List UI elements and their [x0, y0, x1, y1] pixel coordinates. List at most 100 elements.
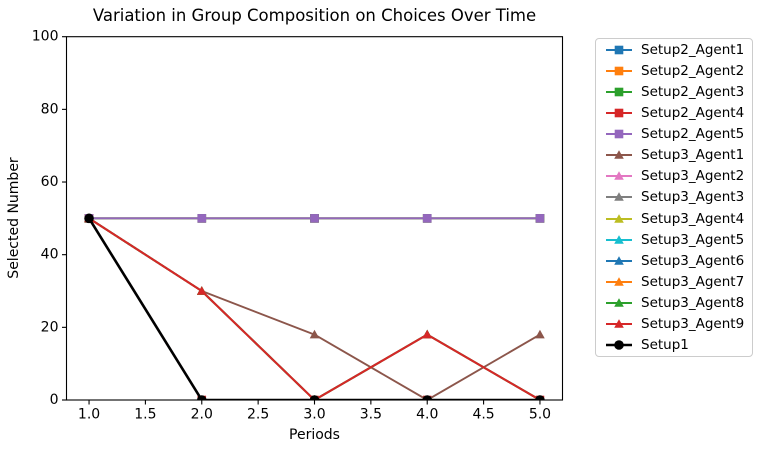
legend-sample-triangle-icon	[606, 276, 632, 286]
legend-marker-Setup3_Agent1	[614, 150, 624, 160]
x-tick-label-3.5: 3.5	[360, 407, 382, 423]
series-Setup3_Agent4	[84, 213, 543, 400]
legend-item-Setup2_Agent4: Setup2_Agent4	[605, 103, 752, 123]
legend-item-Setup3_Agent2: Setup3_Agent2	[605, 166, 752, 186]
series-marker-Setup3_Agent1	[535, 329, 545, 339]
legend-marker-Setup3_Agent9	[614, 319, 624, 328]
series-Setup1	[84, 213, 545, 400]
legend-marker-Setup2_Agent4	[614, 108, 624, 118]
legend-label: Setup3_Agent5	[641, 231, 745, 248]
legend-sample-triangle-icon	[606, 171, 632, 181]
legend-label: Setup3_Agent2	[641, 168, 745, 185]
legend-label: Setup3_Agent1	[641, 147, 745, 164]
series-marker-Setup1	[422, 395, 433, 400]
y-tick-label-80: 80	[41, 101, 59, 117]
legend-sample-square-icon	[606, 129, 632, 139]
legend-label: Setup2_Agent4	[641, 105, 745, 122]
legend-sample-square-icon	[606, 66, 632, 76]
legend-label: Setup2_Agent3	[641, 84, 745, 101]
legend-item-Setup2_Agent2: Setup2_Agent2	[605, 61, 752, 81]
chart-title: Variation in Group Composition on Choice…	[92, 6, 537, 25]
series-line-Setup3_Agent9	[88, 217, 541, 400]
legend-sample-triangle-icon	[606, 234, 632, 244]
legend-item-Setup3_Agent8: Setup3_Agent8	[605, 293, 752, 313]
legend-sample-triangle-icon	[606, 297, 632, 307]
legend: Setup2_Agent1 Setup2_Agent2 Setup2_Agent3 S…	[595, 38, 753, 357]
series-marker-Setup3_Agent1	[309, 329, 320, 339]
y-tick-label-60: 60	[41, 174, 59, 190]
series-marker-Setup1	[84, 213, 94, 224]
legend-item-Setup1: Setup1	[605, 335, 752, 355]
series-Setup3_Agent5	[84, 213, 543, 400]
legend-marker-Setup3_Agent2	[614, 171, 624, 181]
series-Setup3_Agent8	[84, 213, 543, 400]
series-Setup3_Agent3	[84, 213, 543, 400]
legend-marker-Setup2_Agent3	[614, 87, 624, 97]
series-layer	[84, 213, 545, 400]
legend-marker-Setup2_Agent5	[614, 129, 624, 139]
y-tick-label-20: 20	[41, 319, 59, 335]
legend-label: Setup3_Agent4	[641, 210, 745, 227]
legend-item-Setup2_Agent1: Setup2_Agent1	[605, 40, 752, 60]
y-tick-label-40: 40	[41, 247, 59, 263]
legend-sample-triangle-icon	[606, 150, 632, 160]
series-Setup3_Agent6	[84, 213, 543, 400]
legend-label: Setup3_Agent8	[641, 294, 745, 311]
legend-item-Setup3_Agent6: Setup3_Agent6	[605, 251, 752, 271]
legend-sample-triangle-icon	[606, 213, 632, 223]
series-marker-Setup1	[309, 395, 320, 400]
legend-item-Setup3_Agent3: Setup3_Agent3	[605, 187, 752, 207]
series-marker-Setup1	[196, 395, 207, 400]
legend-label: Setup2_Agent2	[641, 63, 745, 80]
x-axis-label: Periods	[289, 427, 340, 443]
legend-item-Setup3_Agent5: Setup3_Agent5	[605, 230, 752, 250]
x-tick-label-5.0: 5.0	[529, 407, 551, 423]
y-tick-label-0: 0	[50, 392, 59, 408]
legend-marker-Setup2_Agent1	[614, 45, 624, 55]
x-tick-label-2.5: 2.5	[247, 407, 269, 423]
series-marker-Setup1	[535, 395, 545, 400]
legend-item-Setup3_Agent9: Setup3_Agent9	[605, 314, 752, 334]
legend-label: Setup3_Agent9	[641, 315, 745, 332]
series-Setup2_Agent5	[84, 214, 545, 223]
series-marker-Setup2_Agent5	[310, 214, 319, 223]
series-marker-Setup3_Agent9	[196, 286, 207, 295]
legend-label: Setup2_Agent1	[641, 42, 745, 58]
legend-sample-triangle-icon	[606, 319, 632, 328]
x-tick-label-3.0: 3.0	[303, 407, 325, 423]
legend-marker-Setup3_Agent7	[614, 276, 624, 286]
legend-marker-Setup3_Agent8	[614, 297, 624, 307]
legend-label: Setup3_Agent6	[641, 252, 745, 269]
legend-label: Setup3_Agent3	[641, 189, 745, 206]
series-marker-Setup2_Agent5	[422, 214, 432, 223]
series-Setup3_Agent9	[84, 213, 543, 400]
x-tick-label-1.0: 1.0	[78, 407, 100, 423]
x-tick-label-4.5: 4.5	[472, 407, 494, 423]
legend-marker-Setup3_Agent5	[614, 234, 624, 244]
x-tick-label-1.5: 1.5	[134, 407, 156, 423]
series-marker-Setup2_Agent5	[535, 214, 545, 223]
legend-marker-Setup3_Agent6	[614, 255, 624, 265]
legend-sample-square-icon	[606, 45, 632, 55]
series-line-Setup1	[87, 217, 542, 400]
legend-sample-circle-icon	[606, 340, 632, 350]
legend-item-Setup3_Agent1: Setup3_Agent1	[605, 145, 752, 165]
legend-item-Setup3_Agent4: Setup3_Agent4	[605, 209, 752, 229]
legend-sample-square-icon	[606, 87, 632, 97]
legend-label: Setup2_Agent5	[641, 126, 745, 143]
legend-item-Setup3_Agent7: Setup3_Agent7	[605, 272, 752, 292]
legend-sample-triangle-icon	[606, 192, 632, 202]
legend-item-Setup2_Agent3: Setup2_Agent3	[605, 82, 752, 102]
legend-label: Setup1	[641, 336, 689, 353]
series-marker-Setup3_Agent9	[422, 329, 433, 339]
x-tick-label-2.0: 2.0	[191, 407, 213, 423]
legend-marker-Setup3_Agent4	[614, 213, 624, 223]
y-tick-label-100: 100	[32, 29, 59, 45]
legend-marker-Setup1	[614, 340, 624, 350]
legend-label: Setup3_Agent7	[641, 273, 745, 290]
series-line-Setup3_Agent1	[88, 217, 541, 400]
legend-marker-Setup3_Agent3	[614, 192, 624, 202]
series-marker-Setup2_Agent5	[197, 214, 207, 223]
legend-sample-square-icon	[606, 108, 632, 118]
